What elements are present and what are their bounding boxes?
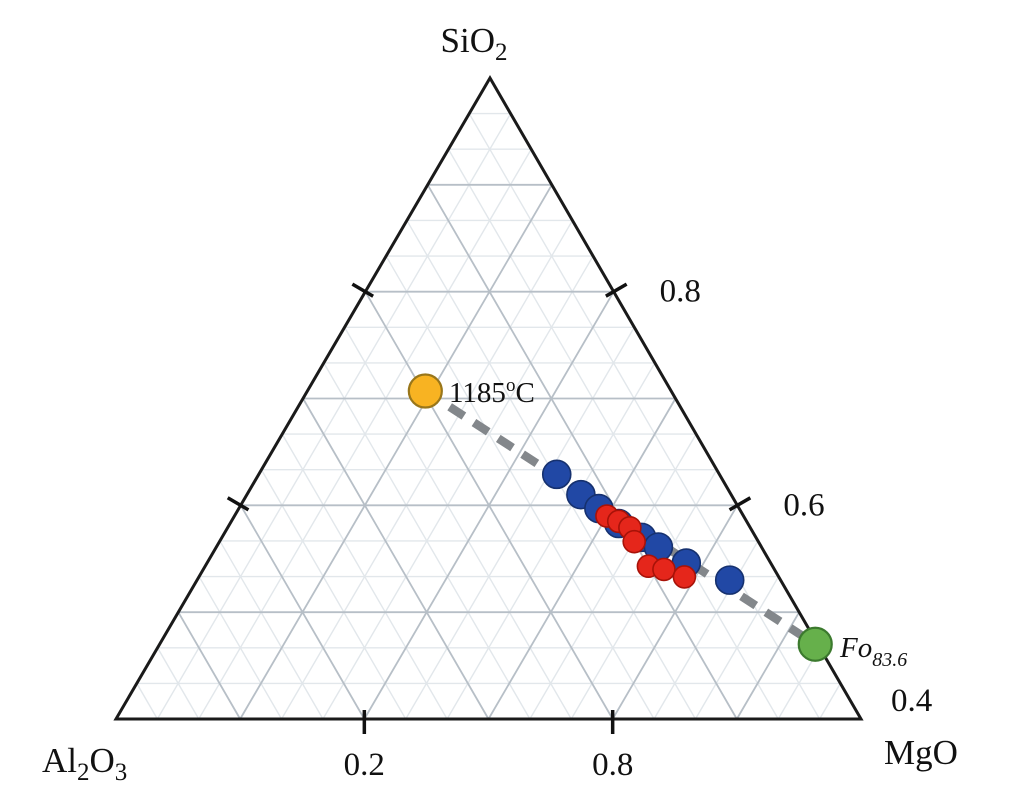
red-circles-point — [672, 565, 697, 589]
grid-line — [611, 504, 739, 720]
blue-circles-point — [714, 565, 745, 595]
grid-line — [426, 184, 738, 720]
grid-line — [156, 113, 512, 720]
grid-line — [570, 469, 718, 720]
grid-line — [239, 184, 553, 720]
grid-line — [136, 683, 158, 720]
data-points — [407, 373, 833, 662]
red-circles-point — [622, 529, 646, 554]
tick-label: 0.8 — [592, 747, 633, 783]
red-circles-point — [652, 557, 676, 582]
grid-line — [343, 326, 572, 720]
axis-ticks — [226, 282, 752, 734]
grid-line — [177, 611, 241, 720]
grid-line — [260, 469, 407, 720]
grid-line — [736, 611, 800, 720]
axis-tick-labels: 0.8 0.6 0.4 0.2 0.8 — [344, 274, 933, 783]
axis-tick — [604, 282, 628, 298]
melt-temperature-label: 1185oC — [449, 375, 535, 409]
grid-line — [239, 504, 366, 720]
melt-1185C-point — [407, 373, 443, 409]
grid-line — [302, 398, 490, 720]
grid-line — [446, 362, 656, 720]
grid-line — [694, 576, 780, 720]
grid-line — [322, 255, 594, 720]
grid-line — [156, 647, 200, 720]
olivine-Fo83.6-point — [797, 626, 833, 662]
vertex-label-al2o3: Al2O3 — [42, 741, 127, 786]
grid-line — [198, 576, 283, 720]
vertex-label-sio2: SiO2 — [441, 21, 508, 66]
grid-line — [281, 433, 448, 720]
olivine-fo-label: Fo83.6 — [839, 632, 907, 671]
grid-line — [323, 362, 531, 720]
grid-lines — [136, 112, 841, 720]
axis-tick — [351, 282, 374, 298]
tick-label: 0.2 — [344, 747, 385, 783]
grid-line — [405, 326, 635, 720]
grid-line — [363, 291, 615, 720]
grid-line — [219, 540, 324, 720]
grid-line — [385, 255, 655, 720]
grid-line — [529, 433, 697, 720]
blue-circles-point — [541, 459, 572, 490]
grid-line — [819, 683, 841, 720]
tick-label: 0.8 — [660, 274, 701, 310]
tick-label: 0.6 — [783, 487, 824, 523]
axis-tick — [728, 496, 752, 512]
vertex-label-mgo: MgO — [884, 733, 958, 772]
triangle-outline — [113, 75, 864, 721]
tick-label: 0.4 — [891, 683, 932, 719]
grid-line — [487, 398, 677, 720]
grid-line — [468, 113, 821, 720]
axis-tick — [226, 496, 250, 512]
